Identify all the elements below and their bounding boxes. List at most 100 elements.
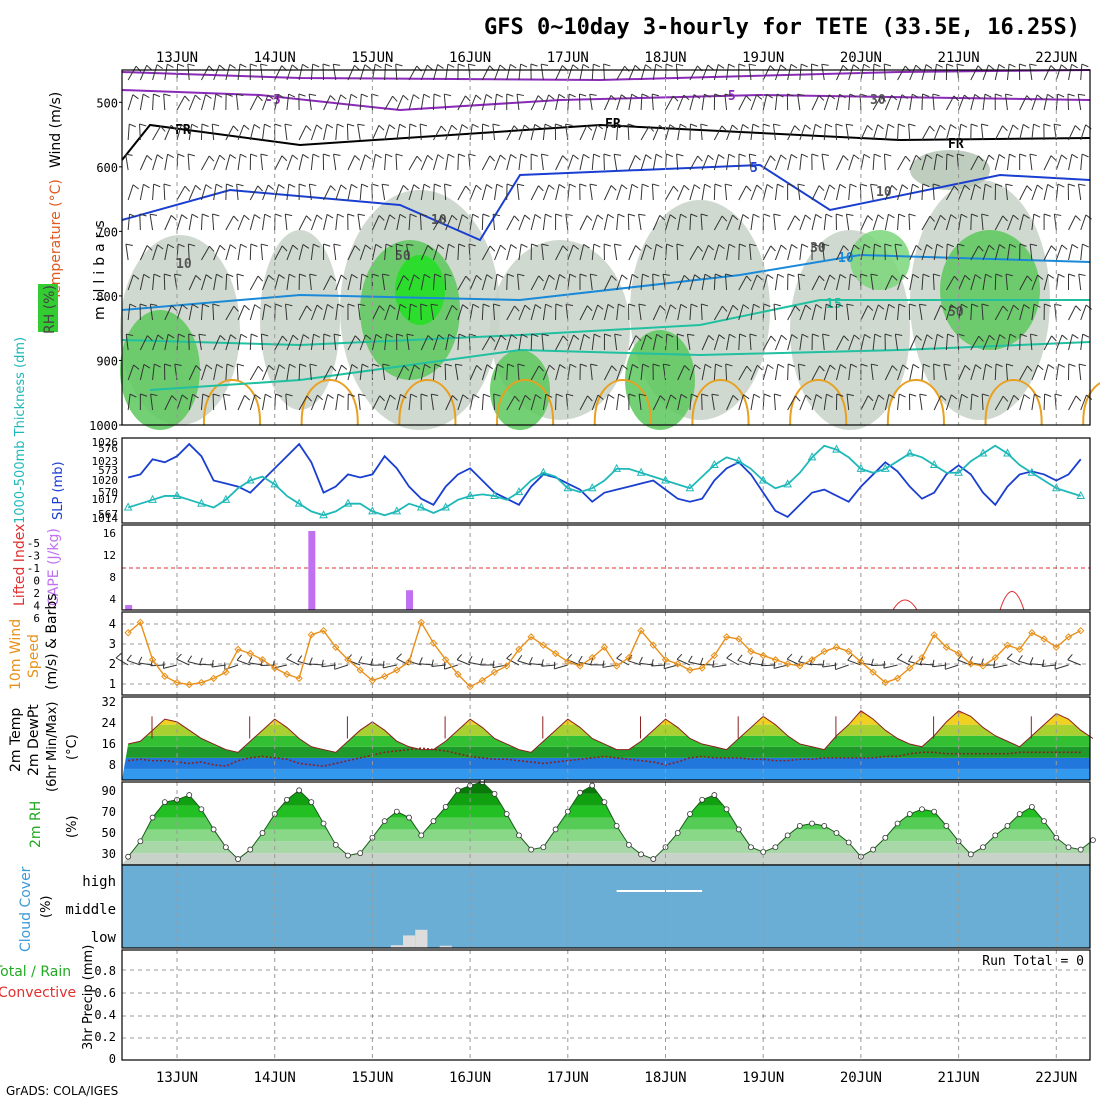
wind-barb-flag [559, 364, 566, 369]
wind-barb-flag [406, 333, 414, 336]
wind-barb [822, 334, 825, 351]
wind-barb-flag [472, 303, 480, 309]
wind-barb-flag [538, 275, 544, 282]
wind-barb [627, 123, 630, 141]
wind-barb [260, 244, 263, 261]
wind-barb [750, 184, 758, 201]
wind-barb [310, 154, 314, 171]
wind-speed-marker [405, 658, 413, 666]
wind-barb [616, 214, 619, 231]
wind-barb-flag [341, 364, 348, 370]
wind-barb-flag [788, 363, 795, 367]
precip-ytick: 0.4 [94, 1008, 116, 1022]
wind-barb-flag [229, 64, 236, 69]
wind-barb-flag [1054, 303, 1062, 307]
wind-barb-flag [285, 393, 293, 397]
rh-shade [395, 255, 445, 325]
wind-barb-flag [569, 183, 577, 188]
wind-barb-flag [1041, 659, 1045, 667]
wind-barb [298, 363, 301, 381]
wind-barb-flag [645, 64, 652, 70]
wind-barb [481, 274, 488, 291]
wind-barb [799, 334, 803, 351]
wind-barb [213, 94, 217, 111]
wind-barb [738, 243, 740, 261]
wind-barb-flag [884, 153, 892, 157]
thickness-marker [929, 459, 939, 469]
rh-marker [1077, 846, 1084, 853]
thickness-marker [294, 498, 304, 507]
wind-barb-flag [420, 393, 428, 397]
wind-barb [665, 95, 674, 111]
wind-barb [530, 124, 536, 141]
wind-barb-flag [794, 215, 801, 222]
wind-barb-flag [480, 658, 484, 666]
wind-speed-marker [869, 668, 877, 676]
wind-barb [591, 154, 595, 171]
wind-barb [811, 214, 817, 231]
rh-shade [850, 230, 910, 290]
wind-barb [371, 334, 377, 351]
wind-barb [456, 659, 471, 666]
rh-marker [894, 820, 901, 827]
wind-barb-flag [340, 94, 347, 100]
wind-barb-flag [621, 274, 628, 280]
thickness-marker [343, 498, 353, 507]
bottom-day-label: 19JUN [742, 1070, 784, 1086]
wind-barb-flag [482, 123, 490, 127]
wind-barb [127, 184, 134, 201]
wind-barb-flag [971, 303, 979, 308]
wind-barb [884, 95, 893, 111]
wind-barb [357, 124, 361, 141]
wind-barb [713, 305, 723, 321]
wind-barb-flag [717, 64, 725, 69]
wind-barb-flag [317, 394, 323, 401]
wind-barb [799, 214, 806, 231]
wind-barb [200, 364, 207, 381]
wind-barb [506, 305, 515, 321]
wind-barb [419, 124, 422, 141]
wind-barb [493, 393, 496, 411]
wind-barb [408, 155, 418, 171]
wind-barb [335, 364, 342, 381]
wind-barb-flag [946, 153, 954, 157]
wind-barb [308, 94, 312, 111]
wind-barb [225, 125, 234, 141]
rh-band [122, 829, 1090, 842]
wind-barb-flag [125, 153, 133, 156]
wind-barb-flag [202, 303, 210, 308]
wind-barb-flag [260, 243, 269, 247]
wind-barb-flag [1075, 395, 1082, 402]
wind-barb-flag [867, 305, 874, 311]
wind-barb-flag [628, 303, 636, 307]
wind-barb-flag [894, 243, 903, 246]
wind-barb-flag [462, 214, 469, 220]
wind-barb [823, 214, 827, 231]
wind-barb-flag [191, 213, 199, 219]
wind-barb-flag [323, 243, 331, 247]
wind-barb [213, 335, 221, 351]
thickness-tick: 570 [98, 486, 118, 499]
wind-barb-flag [1061, 334, 1068, 340]
wind-speed-marker [686, 666, 694, 674]
wind-barb [1043, 335, 1053, 351]
wind-barb [567, 94, 570, 111]
wind-barb-flag [489, 245, 496, 252]
wind-barb [823, 184, 830, 201]
wind-barb [347, 274, 353, 291]
wind-barb-flag [143, 363, 151, 369]
wind-barb [419, 663, 434, 666]
wind-barb-flag [901, 94, 908, 100]
wind-barb-flag [870, 183, 878, 186]
wind-barb [909, 245, 917, 261]
wind-speed-marker [551, 649, 560, 658]
wind-barb-flag [798, 363, 806, 367]
wind-barb-flag [558, 93, 566, 99]
wind-barb-flag [129, 123, 136, 128]
wind-speed-marker [844, 647, 853, 656]
wind-barb-flag [486, 184, 493, 189]
slp-line [127, 442, 1082, 519]
wind-barb-flag [549, 364, 555, 371]
wind-barb-flag [233, 305, 239, 312]
